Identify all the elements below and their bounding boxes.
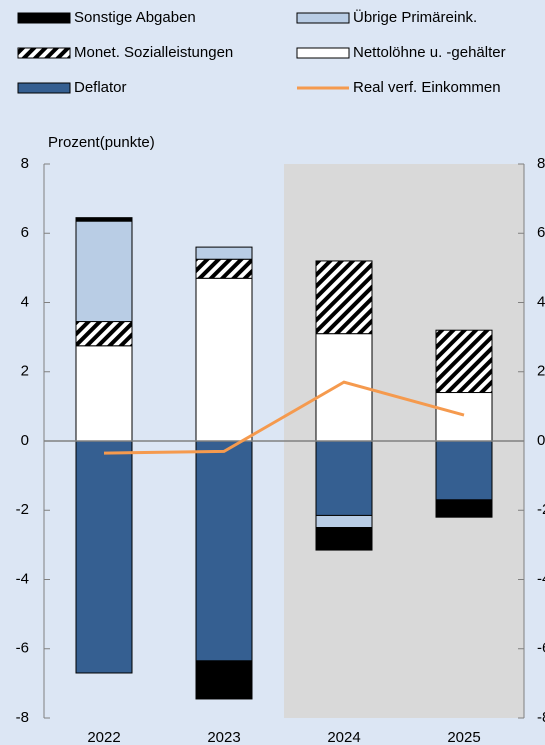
y-tick-label: -8: [16, 709, 29, 726]
legend-swatch: [296, 47, 350, 59]
bar-segment: [75, 345, 133, 442]
bar-segment: [315, 440, 373, 516]
bar-segment: [435, 329, 493, 394]
y2-tick-label: 2: [537, 363, 545, 380]
x-tick-label: 2023: [207, 729, 240, 745]
y2-tick-label: -4: [537, 570, 545, 587]
x-tick-label: 2025: [447, 729, 480, 745]
bar-segment: [195, 660, 253, 700]
y2-tick-label: 6: [537, 224, 545, 241]
bar-segment: [75, 321, 133, 347]
y-axis-label: Prozent(punkte): [48, 134, 155, 151]
bar-segment: [75, 440, 133, 674]
y-tick-label: -6: [16, 640, 29, 657]
y2-tick-label: -2: [537, 501, 545, 518]
y2-tick-label: 4: [537, 293, 545, 310]
y-tick-label: -4: [16, 570, 29, 587]
bar-segment: [195, 258, 253, 279]
y-tick-label: -2: [16, 501, 29, 518]
legend-swatch: [17, 12, 71, 24]
x-tick-label: 2022: [87, 729, 120, 745]
bar-segment: [315, 260, 373, 335]
y2-tick-label: -8: [537, 709, 545, 726]
bar-segment: [195, 440, 253, 662]
legend-swatch: [17, 47, 71, 59]
legend-label: Deflator: [74, 79, 127, 96]
y2-tick-label: -6: [537, 640, 545, 657]
y2-tick-label: 0: [537, 432, 545, 449]
y-tick-label: 0: [21, 432, 29, 449]
legend-swatch: [17, 82, 71, 94]
bar-segment: [435, 440, 493, 501]
bar-segment: [315, 527, 373, 551]
y-tick-label: 4: [21, 293, 29, 310]
y-tick-label: 8: [21, 155, 29, 172]
bar-segment: [435, 499, 493, 518]
legend-label: Nettolöhne u. -gehälter: [353, 44, 506, 61]
y-tick-label: 2: [21, 363, 29, 380]
x-tick-label: 2024: [327, 729, 360, 745]
legend-label: Sonstige Abgaben: [74, 9, 196, 26]
legend-swatch: [296, 12, 350, 24]
legend-label: Real verf. Einkommen: [353, 79, 501, 96]
y2-tick-label: 8: [537, 155, 545, 172]
bar-segment: [195, 277, 253, 442]
legend-label: Übrige Primäreink.: [353, 8, 477, 26]
bar-segment: [435, 392, 493, 442]
bar-segment: [75, 217, 133, 222]
bar-segment: [195, 246, 253, 260]
y-tick-label: 6: [21, 224, 29, 241]
legend-label: Monet. Sozialleistungen: [74, 44, 233, 61]
line-series: [103, 380, 465, 455]
bar-segment: [315, 514, 373, 529]
bar-segment: [75, 220, 133, 323]
